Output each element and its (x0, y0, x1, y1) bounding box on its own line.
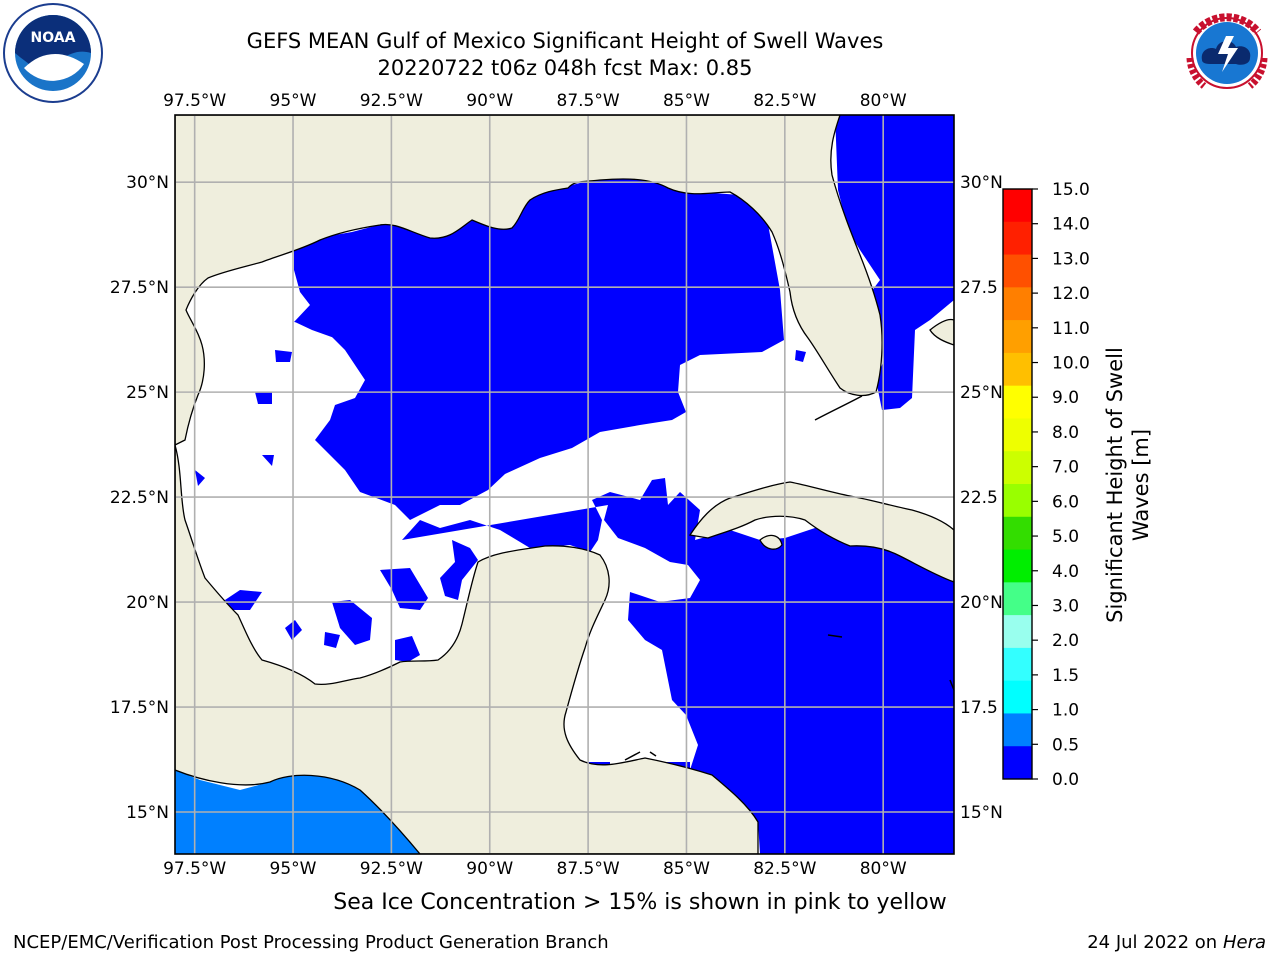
colorbar-swatch (1003, 516, 1032, 551)
colorbar-label: 12.0 (1052, 284, 1090, 304)
lat-tick-label-left: 20°N (126, 593, 169, 613)
lat-tick-label-right: 27.5 (960, 278, 998, 298)
colorbar-swatch (1003, 385, 1032, 419)
nws-logo-icon (1178, 4, 1276, 102)
lon-tick-label-bottom: 85°W (663, 859, 710, 879)
colorbar-swatch (1003, 221, 1032, 256)
colorbar-title: Significant Height of Swell Waves [m] (1102, 325, 1154, 645)
swell-field-0-0.5m (195, 115, 954, 854)
footer-date-text: 24 Jul 2022 on (1087, 932, 1223, 953)
lat-tick-label-left: 17.5°N (110, 698, 169, 718)
colorbar-swatch (1003, 582, 1032, 616)
colorbar-label: 7.0 (1052, 458, 1079, 478)
lon-tick-label-bottom: 82.5°W (753, 859, 816, 879)
chart-subtitle: 20220722 t06z 048h fcst Max: 0.85 (377, 56, 753, 80)
lat-tick-label-right: 22.5 (960, 488, 998, 508)
colorbar-swatch (1003, 647, 1032, 682)
lat-tick-label-right: 30°N (960, 173, 1003, 193)
lon-tick-label-bottom: 95°W (270, 859, 317, 879)
colorbar-swatch (1003, 484, 1032, 518)
colorbar-label: 5.0 (1052, 527, 1079, 547)
lon-tick-label-top: 90°W (466, 91, 513, 111)
footer-credit: NCEP/EMC/Verification Post Processing Pr… (13, 932, 609, 953)
colorbar-label: 15.0 (1052, 180, 1090, 200)
colorbar-swatch (1003, 189, 1032, 223)
colorbar-label: 3.0 (1052, 596, 1079, 616)
lon-tick-label-top: 87.5°W (557, 91, 620, 111)
footer-date: 24 Jul 2022 on Hera (1087, 932, 1266, 953)
footer-host: Hera (1222, 932, 1266, 953)
map-frame (174, 114, 955, 855)
colorbar-swatch (1003, 549, 1032, 583)
colorbar-label: 4.0 (1052, 562, 1079, 582)
colorbar-swatch (1003, 451, 1032, 485)
colorbar-labels: 15.0 14.0 13.0 12.0 11.0 10.0 9.0 8.0 7.0 6.0 5.0 4… (1032, 180, 1090, 790)
lon-tick-label-bottom: 97.5°W (163, 859, 226, 879)
colorbar-label: 0.5 (1052, 735, 1079, 755)
lat-tick-label-left: 25°N (126, 383, 169, 403)
colorbar-swatch (1003, 615, 1032, 649)
lon-tick-label-top: 85°W (663, 91, 710, 111)
colorbar-title-line1: Significant Height of Swell (1103, 347, 1127, 623)
colorbar-swatch (1003, 254, 1032, 288)
noaa-logo-text: NOAA (31, 30, 76, 46)
lon-tick-label-top: 95°W (270, 91, 317, 111)
colorbar-title-line2: Waves [m] (1129, 428, 1153, 542)
axis-ticks: 97.5°W 97.5°W 95°W 95°W 92.5°W 92.5°W 90°W 90°W… (110, 91, 1003, 879)
chart-title: GEFS MEAN Gulf of Mexico Significant Hei… (246, 29, 884, 53)
colorbar-label: 2.0 (1052, 631, 1079, 651)
colorbar-label: 14.0 (1052, 215, 1090, 235)
colorbar-swatch (1003, 713, 1032, 747)
colorbar-swatch (1003, 287, 1032, 321)
lon-tick-label-top: 82.5°W (753, 91, 816, 111)
colorbar-label: 1.0 (1052, 701, 1079, 721)
colorbar-frame (1002, 188, 1033, 780)
lon-tick-label-bottom: 87.5°W (557, 859, 620, 879)
lon-tick-label-bottom: 92.5°W (360, 859, 423, 879)
colorbar-swatch (1003, 320, 1032, 354)
colorbar-label: 0.0 (1052, 770, 1079, 790)
lon-tick-label-top: 97.5°W (163, 91, 226, 111)
colorbar-swatch (1003, 352, 1032, 387)
sea-ice-note: Sea Ice Concentration > 15% is shown in … (333, 890, 947, 915)
lon-tick-label-top: 92.5°W (360, 91, 423, 111)
lon-tick-label-bottom: 90°W (466, 859, 513, 879)
lat-tick-label-right: 25°N (960, 383, 1003, 403)
lat-tick-label-left: 22.5°N (110, 488, 169, 508)
land-masses (175, 115, 954, 854)
colorbar-label: 6.0 (1052, 492, 1079, 512)
lat-tick-label-right: 20°N (960, 593, 1003, 613)
gridlines (175, 115, 954, 854)
lon-tick-label-top: 80°W (860, 91, 907, 111)
keys-and-islands (624, 395, 954, 761)
lat-tick-label-right: 15°N (960, 803, 1003, 823)
lat-tick-label-right: 17.5 (960, 698, 998, 718)
colorbar-label: 10.0 (1052, 354, 1090, 374)
colorbar-label: 9.0 (1052, 388, 1079, 408)
colorbar-swatch (1003, 680, 1032, 714)
colorbar-swatch (1003, 746, 1032, 780)
lat-tick-label-left: 30°N (126, 173, 169, 193)
colorbar-label: 11.0 (1052, 319, 1090, 339)
noaa-logo-icon: NOAA (3, 3, 103, 103)
colorbar-label: 8.0 (1052, 423, 1079, 443)
colorbar-swatch (1003, 418, 1032, 452)
lon-tick-label-bottom: 80°W (860, 859, 907, 879)
lat-tick-label-left: 15°N (126, 803, 169, 823)
colorbar-label: 1.5 (1052, 666, 1079, 686)
colorbar (1002, 188, 1033, 780)
lat-tick-label-left: 27.5°N (110, 278, 169, 298)
colorbar-label: 13.0 (1052, 249, 1090, 269)
